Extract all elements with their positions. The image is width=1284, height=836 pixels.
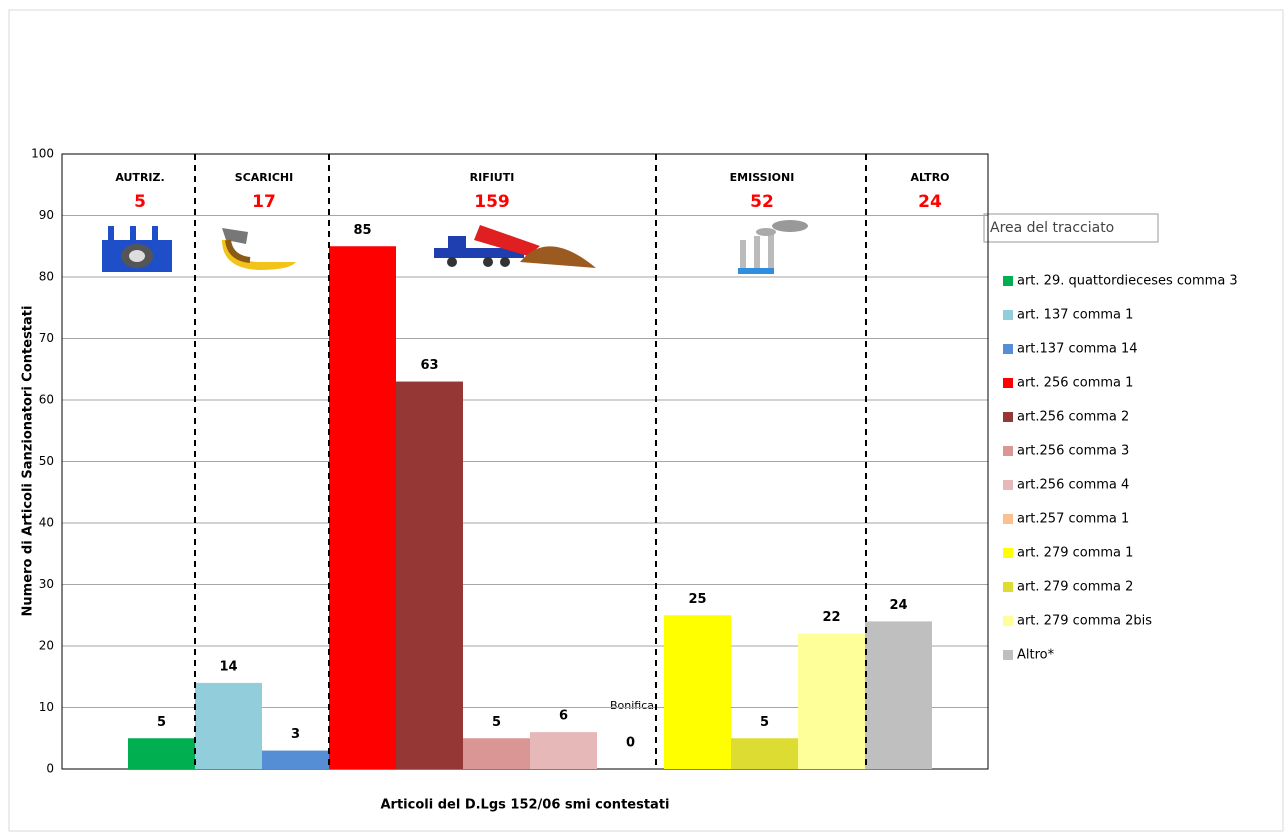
y-tick-label: 60: [39, 393, 54, 407]
legend-swatch: [1003, 344, 1013, 354]
icon-emissions: [738, 220, 808, 274]
legend-swatch: [1003, 446, 1013, 456]
bar: [731, 738, 798, 769]
y-tick-label: 20: [39, 639, 54, 653]
icon-truck: [434, 225, 596, 268]
legend-label: art. 256 comma 1: [1017, 376, 1133, 391]
group-name: SCARICHI: [235, 171, 293, 184]
value-label: 5: [760, 715, 769, 730]
bar: [798, 633, 865, 769]
y-tick-label: 70: [39, 331, 54, 345]
icon-factory: [102, 226, 172, 272]
annotation: Bonifica: [610, 699, 654, 712]
group-total: 159: [474, 192, 510, 212]
value-label: 24: [889, 598, 907, 613]
icon-discharge: [222, 228, 296, 270]
group-name: RIFIUTI: [470, 171, 515, 184]
y-tick-label: 50: [39, 454, 54, 468]
legend-label: art. 279 comma 2bis: [1017, 614, 1152, 629]
y-axis-title: Numero di Articoli Sanzionatori Contesta…: [21, 306, 36, 617]
group-total: 52: [750, 192, 774, 212]
group-name: EMISSIONI: [730, 171, 795, 184]
legend-swatch: [1003, 276, 1013, 286]
legend-label: art.137 comma 14: [1017, 342, 1138, 357]
value-label: 25: [688, 592, 706, 607]
bar: [865, 621, 932, 769]
legend-swatch: [1003, 616, 1013, 626]
group-total: 5: [134, 192, 146, 212]
legend-label: art. 279 comma 1: [1017, 546, 1133, 561]
legend-label: art.257 comma 1: [1017, 512, 1129, 527]
value-label: 22: [822, 610, 840, 625]
legend-label: art. 279 comma 2: [1017, 580, 1133, 595]
legend-swatch: [1003, 378, 1013, 388]
bar: [664, 615, 731, 769]
group-name: ALTRO: [910, 171, 949, 184]
group-total: 24: [918, 192, 942, 212]
bar: [463, 738, 530, 769]
legend-swatch: [1003, 514, 1013, 524]
y-tick-label: 90: [39, 208, 54, 222]
legend-swatch: [1003, 310, 1013, 320]
bar: [396, 381, 463, 769]
bar: [262, 750, 329, 769]
legend-swatch: [1003, 480, 1013, 490]
group-name: AUTRIZ.: [115, 171, 164, 184]
y-tick-label: 80: [39, 270, 54, 284]
legend-label: art.256 comma 3: [1017, 444, 1129, 459]
y-tick-label: 10: [39, 700, 54, 714]
value-label: 3: [291, 727, 300, 742]
y-tick-label: 30: [39, 577, 54, 591]
bar: [530, 732, 597, 769]
bar: [195, 682, 262, 769]
group-total: 17: [252, 192, 276, 212]
legend-label: art.256 comma 2: [1017, 410, 1129, 425]
value-label: 6: [559, 709, 568, 724]
value-label: 14: [219, 659, 237, 674]
y-tick-label: 100: [31, 147, 54, 161]
value-label: 5: [492, 715, 501, 730]
y-tick-label: 40: [39, 516, 54, 530]
value-label: 63: [420, 358, 438, 373]
bar: [128, 738, 195, 769]
value-label: 5: [157, 715, 166, 730]
legend-swatch: [1003, 548, 1013, 558]
legend-label: art. 137 comma 1: [1017, 308, 1133, 323]
legend-label: art. 29. quattordieceses comma 3: [1017, 274, 1238, 289]
legend-label: art.256 comma 4: [1017, 478, 1129, 493]
legend-swatch: [1003, 582, 1013, 592]
y-tick-label: 0: [46, 762, 54, 776]
legend-label: Altro*: [1017, 648, 1055, 663]
tooltip: Area del tracciato: [990, 220, 1114, 236]
legend-swatch: [1003, 650, 1013, 660]
bar: [329, 246, 396, 769]
tooltip-box: [983, 213, 1159, 243]
legend-swatch: [1003, 412, 1013, 422]
value-label: 0: [626, 736, 635, 751]
x-axis-title: Articoli del D.Lgs 152/06 smi contestati: [381, 798, 670, 813]
value-label: 85: [353, 223, 371, 238]
